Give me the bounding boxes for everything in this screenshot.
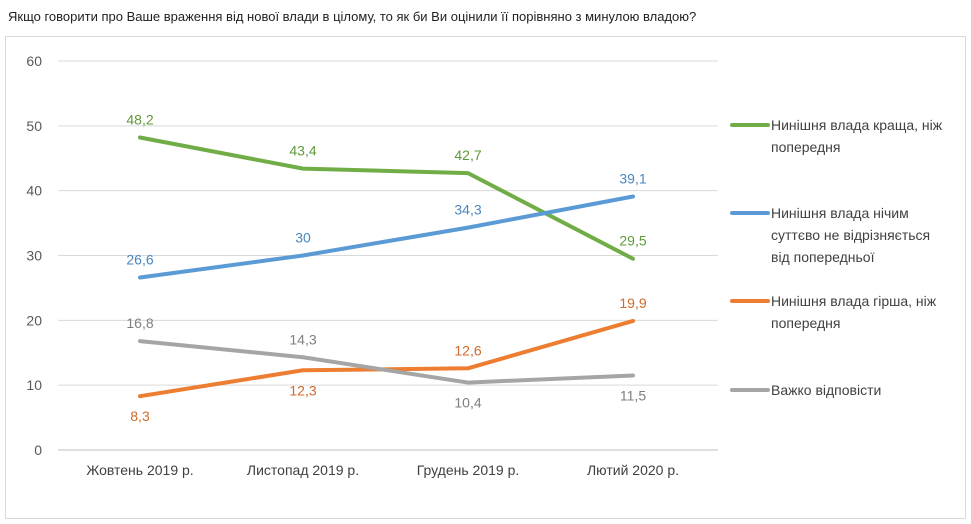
- legend-label-better: Нинішня влада краща, ніж попередня: [771, 117, 943, 155]
- chart-title: Якщо говорити про Ваше враження від ново…: [8, 9, 697, 24]
- data-label: 10,4: [454, 395, 481, 411]
- data-label: 26,6: [126, 252, 153, 268]
- legend-swatch-worse: [730, 299, 770, 303]
- y-tick-label: 0: [34, 442, 42, 458]
- data-label: 14,3: [289, 331, 316, 347]
- y-tick-label: 30: [26, 248, 42, 264]
- data-label: 16,8: [126, 315, 153, 331]
- legend-swatch-better: [730, 123, 770, 127]
- data-label: 34,3: [454, 202, 481, 218]
- data-label: 29,5: [619, 233, 646, 249]
- data-label: 12,3: [289, 382, 316, 398]
- x-tick-label: Листопад 2019 р.: [247, 462, 359, 478]
- legend-label-same: Нинішня влада нічим суттєво не відрізняє…: [771, 205, 931, 265]
- y-tick-label: 60: [26, 53, 42, 69]
- y-tick-label: 50: [26, 118, 42, 134]
- data-label: 19,9: [619, 295, 646, 311]
- x-tick-label: Жовтень 2019 р.: [86, 462, 193, 478]
- data-label: 48,2: [126, 112, 153, 128]
- data-label: 39,1: [619, 171, 646, 187]
- series-line: [138, 135, 635, 261]
- legend-label-worse: Нинішня влада гірша, ніж попередня: [771, 293, 937, 331]
- y-tick-label: 10: [26, 377, 42, 393]
- data-label: 8,3: [130, 408, 150, 424]
- legend-label-hard: Важко відповісти: [771, 382, 882, 398]
- data-label: 11,5: [620, 387, 646, 403]
- series-line: [138, 194, 635, 280]
- data-label: 12,6: [454, 342, 481, 358]
- data-label: 42,7: [454, 147, 481, 163]
- data-label: 43,4: [289, 143, 316, 159]
- legend-swatch-hard: [730, 388, 770, 392]
- x-tick-label: Грудень 2019 р.: [417, 462, 520, 478]
- legend-swatch-same: [730, 211, 770, 215]
- y-tick-label: 40: [26, 183, 42, 199]
- series-line: [138, 339, 635, 385]
- data-label: 30: [295, 230, 311, 246]
- y-tick-label: 20: [26, 312, 42, 328]
- x-tick-label: Лютий 2020 р.: [587, 462, 679, 478]
- chart-area: [5, 36, 966, 519]
